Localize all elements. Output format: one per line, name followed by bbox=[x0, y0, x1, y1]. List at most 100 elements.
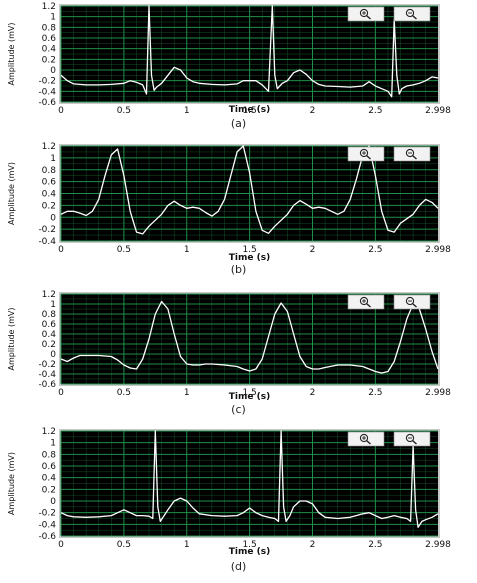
y-tick-label: 0.2 bbox=[42, 55, 56, 65]
y-tick-label: -0.4 bbox=[38, 370, 56, 380]
x-tick-label: 0.5 bbox=[117, 388, 131, 398]
y-tick-label: 0.6 bbox=[42, 320, 57, 330]
x-tick-label: 0 bbox=[58, 388, 64, 398]
y-tick-label: 0.4 bbox=[42, 330, 57, 340]
figure-caption: (a) bbox=[230, 117, 247, 130]
y-tick-label: -0.2 bbox=[38, 77, 56, 87]
zoom-out-button[interactable] bbox=[393, 6, 431, 22]
y-tick-label: 1 bbox=[50, 13, 56, 23]
y-tick-label: 1 bbox=[50, 300, 56, 310]
figure-caption: (b) bbox=[230, 263, 247, 276]
x-tick-label: 1.5 bbox=[242, 388, 256, 398]
y-tick-label: -0.2 bbox=[38, 360, 56, 370]
y-tick-label: -0.2 bbox=[38, 225, 56, 235]
y-tick-label: 1.2 bbox=[42, 2, 56, 12]
chart-panel-3: -0.6 -0.4 -0.2 0 0.2 0.4 0.6 0.8 1 1.2 0 0.5 1 1.5 2 2.… bbox=[0, 423, 477, 573]
x-tick-label: 1.5 bbox=[242, 106, 256, 116]
y-tick-label: 0.4 bbox=[42, 190, 57, 200]
x-axis-label: Time (s) bbox=[229, 392, 270, 402]
chart-panel-0: -0.6 -0.4 -0.2 0 0.2 0.4 0.6 0.8 1 1.2 0 0.5 1 1.5 2 2.… bbox=[0, 0, 477, 142]
chart-panel-1: -0.4 -0.2 0 0.2 0.4 0.6 0.8 1 1.2 0 0.5 1 1.5 2 2.5 2.9… bbox=[0, 140, 477, 282]
zoom-in-icon bbox=[359, 8, 371, 20]
x-tick-label: 1.5 bbox=[242, 540, 256, 550]
y-tick-label: -0.6 bbox=[38, 380, 56, 390]
y-tick-label: 0 bbox=[50, 350, 56, 360]
x-axis-label: Time (s) bbox=[229, 547, 270, 557]
x-tick-label: 0.5 bbox=[117, 106, 131, 116]
y-tick-label: 0.6 bbox=[42, 178, 57, 188]
x-tick-label: 2.5 bbox=[368, 245, 382, 255]
x-tick-label: 2.998 bbox=[425, 540, 451, 550]
y-axis-label: Amplitude (mV) bbox=[7, 452, 16, 515]
y-tick-label: 1.2 bbox=[42, 142, 56, 152]
y-tick-label: 0.8 bbox=[42, 310, 57, 320]
y-tick-label: 0.2 bbox=[42, 340, 56, 350]
series-line bbox=[60, 300, 439, 374]
y-tick-label: -0.6 bbox=[38, 532, 56, 542]
y-tick-label: 0.4 bbox=[42, 45, 57, 55]
y-tick-label: -0.4 bbox=[38, 237, 56, 247]
zoom-in-button[interactable] bbox=[347, 6, 385, 22]
figure-caption: (c) bbox=[231, 403, 246, 416]
y-tick-label: -0.4 bbox=[38, 87, 56, 97]
y-tick-label: 0 bbox=[50, 497, 56, 507]
x-tick-label: 2.5 bbox=[368, 106, 382, 116]
x-tick-label: 2.998 bbox=[425, 106, 451, 116]
zoom-out-icon bbox=[405, 8, 417, 20]
x-tick-label: 0 bbox=[58, 245, 64, 255]
y-tick-label: 0 bbox=[50, 213, 56, 223]
series-line bbox=[60, 430, 439, 528]
y-axis-label: Amplitude (mV) bbox=[7, 162, 16, 225]
y-tick-label: 0.8 bbox=[42, 450, 57, 460]
y-tick-label: 1 bbox=[50, 439, 56, 449]
y-tick-label: -0.2 bbox=[38, 509, 56, 519]
y-tick-label: -0.6 bbox=[38, 98, 56, 108]
grid bbox=[60, 430, 438, 537]
y-tick-label: 0.2 bbox=[42, 201, 56, 211]
x-tick-label: 2.5 bbox=[368, 540, 382, 550]
y-tick-label: 0.4 bbox=[42, 474, 57, 484]
y-tick-label: 1.2 bbox=[42, 427, 56, 437]
zoom-in-button[interactable] bbox=[347, 431, 385, 447]
y-tick-label: 0.6 bbox=[42, 462, 57, 472]
zoom-in-icon bbox=[359, 296, 371, 308]
x-tick-label: 1 bbox=[184, 540, 190, 550]
x-tick-label: 2 bbox=[310, 388, 316, 398]
x-tick-label: 2 bbox=[310, 106, 316, 116]
y-tick-label: 0.8 bbox=[42, 23, 57, 33]
zoom-in-icon bbox=[359, 148, 371, 160]
x-tick-label: 2.998 bbox=[425, 245, 451, 255]
zoom-out-button[interactable] bbox=[393, 431, 431, 447]
y-axis-label: Amplitude (mV) bbox=[7, 307, 16, 370]
series-line bbox=[60, 5, 439, 98]
zoom-out-button[interactable] bbox=[393, 146, 431, 162]
x-tick-label: 0 bbox=[58, 540, 64, 550]
x-tick-label: 2.5 bbox=[368, 388, 382, 398]
x-axis-label: Time (s) bbox=[229, 253, 270, 263]
y-tick-label: 0.2 bbox=[42, 485, 56, 495]
x-tick-label: 2 bbox=[310, 540, 316, 550]
x-tick-label: 0.5 bbox=[117, 245, 131, 255]
zoom-out-button[interactable] bbox=[393, 294, 431, 310]
y-tick-label: 1.2 bbox=[42, 290, 56, 300]
x-axis-label: Time (s) bbox=[229, 105, 270, 115]
chart-panel-2: -0.6 -0.4 -0.2 0 0.2 0.4 0.6 0.8 1 1.2 0 0.5 1 1.5 2 2.… bbox=[0, 290, 477, 432]
chart-svg: -0.6-0.4-0.200.20.40.60.811.20 0.5 1 1.5 2 2.… bbox=[7, 427, 451, 557]
y-tick-label: -0.4 bbox=[38, 520, 56, 530]
zoom-in-icon bbox=[359, 433, 371, 445]
grid bbox=[60, 5, 438, 103]
chart-svg: -0.6-0.4-0.200.20.40.60.811.20 0.5 1 1.5 2 2.… bbox=[7, 2, 451, 116]
zoom-out-icon bbox=[405, 433, 417, 445]
figure-caption: (d) bbox=[230, 560, 247, 573]
grid bbox=[60, 145, 438, 242]
zoom-in-button[interactable] bbox=[347, 146, 385, 162]
x-tick-label: 1 bbox=[184, 245, 190, 255]
x-tick-label: 1 bbox=[184, 388, 190, 398]
zoom-out-icon bbox=[405, 148, 417, 160]
x-tick-label: 2 bbox=[310, 245, 316, 255]
zoom-out-icon bbox=[405, 296, 417, 308]
y-tick-label: 0.6 bbox=[42, 34, 57, 44]
zoom-in-button[interactable] bbox=[347, 294, 385, 310]
y-tick-label: 0.8 bbox=[42, 166, 57, 176]
chart-svg: -0.6-0.4-0.200.20.40.60.811.20 0.5 1 1.5 2 2.… bbox=[7, 290, 451, 402]
